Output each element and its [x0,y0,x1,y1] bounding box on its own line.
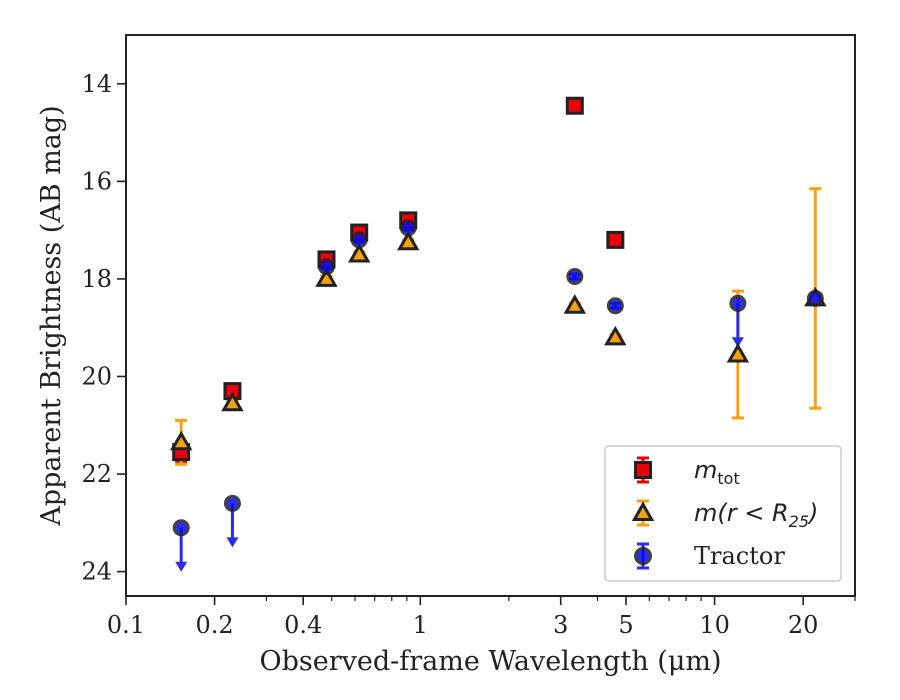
legend-square-marker [634,461,652,479]
legend: mtot m(r < R25) Tractor [604,445,842,582]
circle-marker [317,258,335,276]
marker-layer [169,96,827,537]
y-tick-label: 22 [81,460,112,488]
x-tick-label: 10 [699,611,730,639]
y-tick-label: 24 [81,558,112,586]
legend-label: mtot [694,456,740,488]
triangle-marker [726,342,750,363]
legend-label: Tractor [694,542,785,570]
square-marker [606,230,625,249]
circle-marker [606,297,624,315]
triangle-marker [563,294,587,314]
circle-marker [806,289,824,307]
legend-box [604,445,842,582]
x-tick-label: 5 [618,611,633,639]
x-tick-label: 0.4 [284,611,322,639]
y-tick-label: 14 [81,70,112,98]
circle-marker [223,494,241,512]
x-tick-label: 20 [788,611,819,639]
y-tick-label: 16 [81,167,112,195]
plot-frame [125,34,856,597]
x-tick-label: 0.2 [196,611,234,639]
x-tick-label: 0.1 [107,611,145,639]
triangle-marker [315,267,338,287]
circle-marker [399,219,417,237]
circle-marker [172,519,190,537]
circle-arrowhead [226,537,239,548]
circle-arrowhead [731,337,744,348]
triangle-marker [221,391,244,412]
circle-marker [566,267,584,285]
square-marker [565,96,584,115]
legend-label: m(r < R25) [694,499,818,531]
triangle-marker [604,325,627,346]
legend-circle-marker [634,547,652,565]
circle-arrowhead [175,561,188,572]
y-axis-label: Apparent Brightness (AB mag) [36,105,67,526]
triangle-marker [397,230,420,251]
triangle-marker [347,242,371,263]
tick-layer: 0.1 0.2 0.4 1 3 5 10 20 14 16 18 20 22 24 [81,70,856,639]
x-tick-label: 1 [413,611,428,639]
y-tick-label: 18 [81,265,112,293]
x-tick-label: 3 [553,611,568,639]
triangle-marker [169,430,193,451]
x-axis-label: Observed-frame Wavelength (μm) [259,646,721,677]
circle-marker [350,231,368,249]
circle-marker [729,294,747,312]
y-tick-label: 20 [81,362,112,390]
legend-triangle-marker [631,501,655,521]
